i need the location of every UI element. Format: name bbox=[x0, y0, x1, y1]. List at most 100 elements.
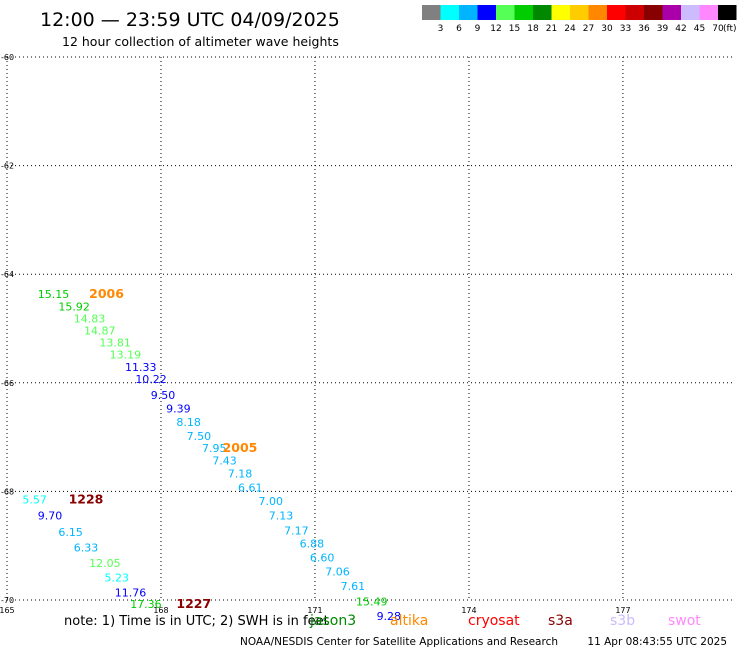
color-scale-label: 24 bbox=[564, 24, 576, 34]
latitude-tick-label: -68 bbox=[1, 487, 14, 496]
color-scale-label: 39 bbox=[657, 24, 669, 34]
latitude-tick-label: -64 bbox=[1, 270, 14, 279]
color-scale-label: 3 bbox=[438, 24, 444, 34]
color-scale-swatch bbox=[514, 5, 533, 20]
wave-height-value: 7.95 bbox=[202, 442, 227, 455]
wave-height-value: 7.17 bbox=[284, 524, 309, 537]
color-scale-label: 36 bbox=[638, 24, 650, 34]
wave-height-value: 6.33 bbox=[74, 542, 99, 555]
wave-height-value: 6.15 bbox=[58, 526, 83, 539]
satellite-legend-jason3: jason3 bbox=[309, 613, 356, 629]
wave-height-value: 12.05 bbox=[89, 557, 121, 570]
wave-height-value: 15.15 bbox=[38, 288, 70, 301]
color-scale-swatch bbox=[440, 5, 459, 20]
color-scale-label: 33 bbox=[620, 24, 631, 34]
color-scale-swatch bbox=[588, 5, 607, 20]
map-grid bbox=[6, 56, 734, 601]
color-scale-swatch bbox=[718, 5, 737, 20]
longitude-tick-label: 168 bbox=[153, 606, 168, 615]
credit-text: NOAA/NESDIS Center for Satellite Applica… bbox=[240, 636, 558, 648]
color-scale-label: 45 bbox=[694, 24, 705, 34]
color-scale-label: 15 bbox=[509, 24, 520, 34]
wave-height-value: 17.36 bbox=[130, 598, 162, 611]
longitude-tick-label: 165 bbox=[0, 606, 15, 615]
satellite-legend-cryosat: cryosat bbox=[468, 613, 520, 629]
wave-height-value: 9.28 bbox=[377, 610, 402, 623]
satellite-legend-swot: swot bbox=[668, 613, 701, 629]
wave-height-value: 14.87 bbox=[84, 324, 116, 337]
latitude-tick-label: -66 bbox=[1, 379, 14, 388]
color-scale-label: 27 bbox=[583, 24, 594, 34]
latitude-tick-label: -70 bbox=[1, 596, 14, 605]
wave-height-value: 11.33 bbox=[125, 361, 156, 374]
color-scale-swatch bbox=[459, 5, 478, 20]
wave-height-value: 7.13 bbox=[269, 510, 294, 523]
pass-time-label: 1228 bbox=[69, 491, 104, 506]
wave-height-value: 5.57 bbox=[22, 493, 47, 506]
color-scale-label: 30 bbox=[601, 24, 613, 34]
color-scale-label: 6 bbox=[456, 24, 462, 34]
wave-height-value: 13.81 bbox=[99, 336, 131, 349]
color-scale-unit: (ft) bbox=[723, 24, 737, 34]
wave-height-value: 15.49 bbox=[356, 595, 388, 608]
wave-height-observations: 15.1515.9214.8314.8713.8113.1911.3310.22… bbox=[22, 288, 401, 623]
wave-height-value: 9.70 bbox=[38, 510, 63, 523]
wave-height-value: 6.61 bbox=[238, 481, 262, 494]
color-scale-swatch bbox=[644, 5, 663, 20]
color-scale-swatch bbox=[551, 5, 570, 20]
color-scale-swatch bbox=[477, 5, 496, 20]
color-scale-label: 21 bbox=[546, 24, 557, 34]
color-scale-swatch bbox=[496, 5, 515, 20]
wave-height-value: 7.43 bbox=[212, 454, 237, 467]
pass-time-label: 2005 bbox=[223, 440, 258, 455]
longitude-tick-label: 174 bbox=[461, 606, 476, 615]
note-text: note: 1) Time is in UTC; 2) SWH is in fe… bbox=[64, 614, 329, 629]
page-subtitle: 12 hour collection of altimeter wave hei… bbox=[62, 34, 339, 49]
wave-height-value: 7.18 bbox=[228, 467, 253, 480]
pass-time-label: 2006 bbox=[89, 286, 124, 301]
wave-height-value: 7.06 bbox=[325, 566, 350, 579]
wave-height-value: 15.92 bbox=[58, 301, 90, 314]
latitude-tick-label: -62 bbox=[1, 162, 14, 171]
wave-height-value: 13.19 bbox=[110, 348, 142, 361]
color-scale-swatch bbox=[533, 5, 552, 20]
color-scale-swatch bbox=[662, 5, 681, 20]
pass-time-stamps: 2006 2005 1228 1227 bbox=[69, 286, 258, 611]
wave-height-value: 10.22 bbox=[135, 373, 167, 386]
longitude-tick-label: 171 bbox=[307, 606, 322, 615]
wave-height-value: 11.76 bbox=[115, 587, 147, 600]
latitude-tick-label: -60 bbox=[1, 53, 14, 62]
wave-height-value: 14.83 bbox=[74, 313, 106, 326]
satellite-legend: jason3 altika cryosat s3a s3b swot bbox=[309, 613, 701, 629]
page-title: 12:00 — 23:59 UTC 04/09/2025 bbox=[40, 9, 340, 31]
longitude-tick-label: 177 bbox=[615, 606, 630, 615]
satellite-legend-altika: altika bbox=[390, 613, 428, 629]
color-scale-label: 70 bbox=[712, 24, 724, 34]
generated-timestamp: 11 Apr 08:43:55 UTC 2025 bbox=[587, 636, 727, 648]
wave-height-value: 9.50 bbox=[151, 389, 176, 402]
satellite-legend-s3a: s3a bbox=[548, 613, 573, 629]
color-scale: 3 6 9 12 15 18 21 24 27 30 33 36 39 42 45 70 (ft) bbox=[422, 5, 737, 34]
satellite-legend-s3b: s3b bbox=[610, 613, 635, 629]
wave-height-value: 8.18 bbox=[176, 416, 201, 429]
color-scale-label: 42 bbox=[675, 24, 686, 34]
color-scale-swatch bbox=[570, 5, 589, 20]
color-scale-swatch bbox=[422, 5, 441, 20]
pass-time-label: 1227 bbox=[176, 596, 211, 611]
color-scale-label: 12 bbox=[490, 24, 501, 34]
color-scale-swatch bbox=[607, 5, 626, 20]
wave-height-value: 9.39 bbox=[166, 403, 191, 416]
wave-height-value: 6.60 bbox=[310, 551, 335, 564]
color-scale-label: 18 bbox=[527, 24, 539, 34]
color-scale-swatch bbox=[699, 5, 718, 20]
color-scale-swatch bbox=[681, 5, 700, 20]
wave-height-value: 6.88 bbox=[300, 537, 325, 550]
color-scale-label: 9 bbox=[475, 24, 481, 34]
wave-height-value: 7.50 bbox=[187, 430, 212, 443]
wave-height-value: 7.61 bbox=[341, 580, 366, 593]
wave-height-value: 7.00 bbox=[259, 495, 284, 508]
color-scale-swatch bbox=[625, 5, 644, 20]
